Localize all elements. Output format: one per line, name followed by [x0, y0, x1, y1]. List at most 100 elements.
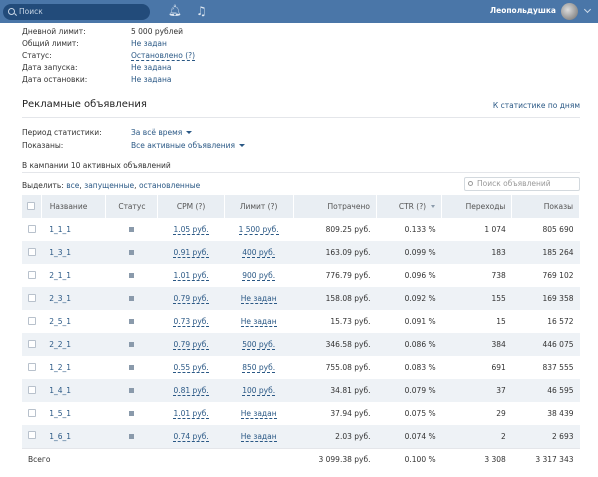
- header-clicks[interactable]: Переходы: [441, 195, 513, 218]
- select-all-link[interactable]: все: [66, 181, 80, 190]
- cpm-value[interactable]: 0.79 руб.: [173, 340, 209, 350]
- stopped-status-icon[interactable]: [129, 342, 135, 347]
- info-value-start-date[interactable]: Не задана: [131, 63, 172, 72]
- spent-value: 158.08 руб.: [293, 287, 377, 310]
- limit-value[interactable]: 900 руб.: [242, 271, 276, 281]
- cpm-value[interactable]: 0.81 руб.: [173, 386, 209, 396]
- table-row[interactable]: 2_1_1 1.01 руб. 900 руб. 776.79 руб. 0.096 %…: [22, 264, 580, 287]
- ad-name-link[interactable]: 1_4_1: [49, 386, 72, 395]
- row-cpm-cell: 0.79 руб.: [157, 287, 225, 310]
- limit-value[interactable]: Не задан: [240, 294, 277, 304]
- stopped-status-icon[interactable]: [129, 411, 135, 416]
- row-name-cell: 1_5_1: [41, 402, 106, 425]
- stopped-status-icon[interactable]: [129, 388, 135, 393]
- ad-name-link[interactable]: 1_2_1: [49, 363, 72, 372]
- stopped-status-icon[interactable]: [129, 365, 135, 370]
- cpm-value[interactable]: 1.01 руб.: [173, 271, 209, 281]
- limit-value[interactable]: Не задан: [240, 409, 277, 419]
- chevron-down-icon[interactable]: [583, 5, 592, 14]
- table-row[interactable]: 2_3_1 0.79 руб. Не задан 158.08 руб. 0.092 %…: [22, 287, 580, 310]
- limit-value[interactable]: 400 руб.: [242, 248, 276, 258]
- select-all-checkbox[interactable]: [27, 201, 36, 210]
- limit-value[interactable]: 1 500 руб.: [238, 225, 279, 235]
- row-checkbox[interactable]: [27, 431, 36, 440]
- limit-value[interactable]: 850 руб.: [242, 363, 276, 373]
- ad-name-link[interactable]: 2_5_1: [49, 317, 72, 326]
- header-spent[interactable]: Потрачено: [293, 195, 377, 218]
- header-name[interactable]: Название: [41, 195, 107, 218]
- spent-value: 755.08 руб.: [293, 356, 377, 379]
- table-row[interactable]: 1_1_1 1.05 руб. 1 500 руб. 809.25 руб. 0.133…: [22, 218, 580, 241]
- info-value-status[interactable]: Остановлено (?): [131, 51, 196, 61]
- shown-value: Все активные объявления: [131, 141, 236, 150]
- limit-value[interactable]: 500 руб.: [242, 340, 276, 350]
- username[interactable]: Леопольдушка: [489, 6, 556, 15]
- limit-value[interactable]: Не задан: [240, 317, 277, 327]
- row-checkbox[interactable]: [27, 293, 36, 302]
- row-checkbox[interactable]: [27, 270, 36, 279]
- select-running-link[interactable]: запущенные: [84, 181, 135, 190]
- table-row[interactable]: 2_5_1 0.73 руб. Не задан 15.73 руб. 0.091 % 1…: [22, 310, 580, 333]
- header-cpm[interactable]: CPM (?): [157, 195, 225, 218]
- stopped-status-icon[interactable]: [129, 319, 135, 324]
- table-row[interactable]: 1_2_1 0.55 руб. 850 руб. 755.08 руб. 0.083 %…: [22, 356, 580, 379]
- ads-search-input[interactable]: Поиск объявлений: [464, 177, 580, 191]
- header-ctr[interactable]: CTR (?): [376, 195, 443, 218]
- cpm-value[interactable]: 0.79 руб.: [173, 294, 209, 304]
- info-value-stop-date[interactable]: Не задана: [131, 75, 172, 84]
- ad-name-link[interactable]: 2_1_1: [49, 271, 72, 280]
- cpm-value[interactable]: 1.05 руб.: [173, 225, 209, 235]
- row-status-cell: [105, 379, 158, 402]
- ad-name-link[interactable]: 1_6_1: [49, 431, 72, 441]
- spent-value: 346.58 руб.: [293, 333, 377, 356]
- row-limit-cell: Не задан: [224, 402, 294, 425]
- table-row[interactable]: 1_3_1 0.91 руб. 400 руб. 163.09 руб. 0.099 %…: [22, 241, 580, 264]
- row-checkbox[interactable]: [27, 316, 36, 325]
- limit-value[interactable]: 100 руб.: [242, 386, 276, 396]
- ad-name-link[interactable]: 2_3_1: [49, 294, 72, 303]
- row-checkbox[interactable]: [27, 408, 36, 417]
- row-checkbox[interactable]: [27, 385, 36, 394]
- limit-value[interactable]: Не задан: [240, 431, 277, 442]
- avatar[interactable]: [561, 3, 578, 20]
- stopped-status-icon[interactable]: [129, 227, 135, 232]
- search-input[interactable]: Поиск: [3, 4, 150, 20]
- period-dropdown[interactable]: За всё время: [131, 128, 193, 137]
- header-limit[interactable]: Лимит (?): [224, 195, 294, 218]
- table-row[interactable]: 1_6_1 0.74 руб. Не задан 2.03 руб. 0.074 % 2 2…: [22, 425, 580, 448]
- select-stopped-link[interactable]: остановленные: [138, 181, 201, 190]
- ad-name-link[interactable]: 1_1_1: [49, 225, 72, 234]
- cpm-value[interactable]: 1.01 руб.: [173, 409, 209, 419]
- info-value-total-limit[interactable]: Не задан: [131, 39, 167, 48]
- shown-dropdown[interactable]: Все активные объявления: [131, 141, 246, 150]
- stopped-status-icon[interactable]: [129, 250, 135, 255]
- ad-name-link[interactable]: 1_3_1: [49, 248, 72, 257]
- stopped-status-icon[interactable]: [129, 296, 135, 301]
- cpm-value[interactable]: 0.91 руб.: [173, 248, 209, 258]
- row-checkbox[interactable]: [27, 247, 36, 256]
- ad-name-link[interactable]: 2_2_1: [49, 340, 72, 349]
- row-checkbox[interactable]: [27, 362, 36, 371]
- table-row[interactable]: 2_2_1 0.79 руб. 500 руб. 346.58 руб. 0.086 %…: [22, 333, 580, 356]
- table-row[interactable]: 1_4_1 0.81 руб. 100 руб. 34.81 руб. 0.079 % 3…: [22, 379, 580, 402]
- ctr-value: 0.133 %: [376, 218, 442, 241]
- cpm-value[interactable]: 0.73 руб.: [173, 317, 209, 327]
- stopped-status-icon[interactable]: [129, 433, 135, 439]
- header-status[interactable]: Статус: [105, 195, 159, 218]
- ctr-value: 0.092 %: [376, 287, 442, 310]
- ctr-value: 0.083 %: [376, 356, 442, 379]
- header-impressions[interactable]: Показы: [511, 195, 580, 218]
- bell-icon[interactable]: 🔔︎: [168, 4, 182, 17]
- spent-value: 37.94 руб.: [293, 402, 377, 425]
- music-icon[interactable]: ♫: [196, 4, 207, 18]
- stats-by-day-link[interactable]: К статистике по дням: [492, 101, 580, 110]
- stopped-status-icon[interactable]: [129, 273, 135, 278]
- ad-name-link[interactable]: 1_5_1: [49, 409, 72, 418]
- cpm-value[interactable]: 0.74 руб.: [173, 431, 209, 442]
- row-checkbox-cell: [22, 402, 42, 425]
- cpm-value[interactable]: 0.55 руб.: [173, 363, 209, 373]
- row-checkbox[interactable]: [27, 339, 36, 348]
- table-row[interactable]: 1_5_1 1.01 руб. Не задан 37.94 руб. 0.075 % 2…: [22, 402, 580, 425]
- row-checkbox[interactable]: [27, 224, 36, 233]
- row-checkbox-cell: [22, 425, 42, 448]
